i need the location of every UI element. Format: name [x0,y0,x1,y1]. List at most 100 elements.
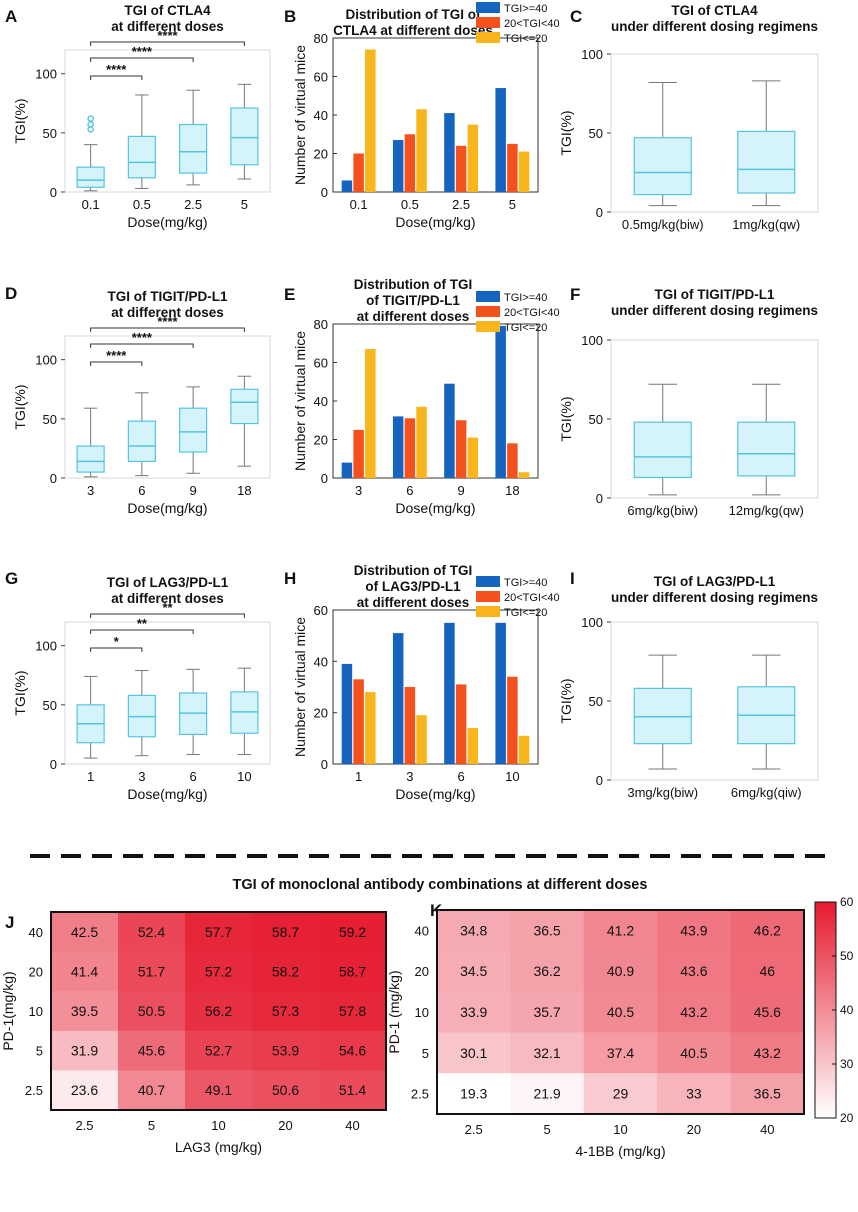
heat-cell-value: 43.2 [754,1045,781,1061]
heat-cell [730,1032,805,1074]
x-axis-label-J: LAG3 (mg/kg) [175,1139,262,1155]
bar-9-TGI<=20 [467,437,479,478]
y-axis-label-D: TGI(%) [12,384,28,429]
panel-title-D: at different doses [111,305,224,320]
y-axis-label-I: TGI(%) [558,678,574,723]
x-tick-label: 6mg/kg(biw) [627,503,698,518]
panel-label-J: J [5,913,14,932]
panel-title-G: TGI of LAG3/PD-L1 [107,575,229,590]
heat-cell-value: 43.9 [680,922,707,938]
legend-swatch [476,17,500,28]
x-tick-label: 2.5 [452,197,470,212]
heat-cell [252,912,320,953]
significance-label: * [114,634,120,649]
significance-bracket [90,41,245,46]
panel-title-C: under different dosing regimens [611,19,818,34]
heat-cell-value: 57.3 [272,1003,299,1019]
y-axis-label-E: Number of virtual mice [292,331,308,471]
y-tick-label: 0 [50,185,57,200]
y-tick-label: 0 [321,185,328,200]
y-tick-label: 20 [314,706,328,721]
y-tick-label: 50 [589,694,603,709]
panel-label-D: D [5,284,17,303]
x-tick-label: 0.5 [401,197,419,212]
heat-cell [437,991,511,1033]
heat-cell-value: 42.5 [71,924,98,940]
heatmap-frame-K [436,909,805,1115]
heat-cell-value: 43.2 [680,1004,707,1020]
x-axis-label-A: Dose(mg/kg) [127,214,207,230]
bar-3-TGI>=40 [341,462,353,478]
bar-6-20<TGI<40 [404,418,416,478]
heat-cell-value: 50.5 [138,1003,165,1019]
heat-cell [730,1073,805,1115]
significance-bracket [90,327,245,332]
heat-cell [510,910,585,952]
heat-cell-value: 57.7 [205,924,232,940]
x-tick-label: 1mg/kg(qw) [732,217,800,232]
x-tick-label: 9 [458,483,465,498]
heat-cell-value: 41.4 [71,963,98,979]
y-tick-label: 5 [36,1044,43,1059]
x-tick-label: 40 [760,1122,774,1137]
legend-swatch [476,591,500,602]
significance-bracket [90,629,194,634]
outlier-point [87,115,94,122]
heat-cell [118,1030,186,1071]
x-tick-label: 0.1 [350,197,368,212]
heat-cell-value: 33 [686,1086,702,1102]
y-tick-label: 80 [314,31,328,46]
heat-cell-value: 19.3 [460,1086,487,1102]
colorbar-tick-label: 40 [840,1003,854,1017]
heat-cell-value: 52.7 [205,1043,232,1059]
panel-title-A: at different doses [111,19,224,34]
legend-label: TGI>=40 [504,292,547,304]
legend-swatch [476,321,500,332]
heat-cell-value: 54.6 [339,1043,366,1059]
y-tick-label: 60 [314,356,328,371]
heat-cell-value: 21.9 [533,1086,560,1102]
significance-label: **** [157,314,178,329]
x-tick-label: 5 [509,197,516,212]
heat-cell-value: 34.8 [460,922,487,938]
box-3 [76,445,105,473]
bar-3-20<TGI<40 [353,429,364,478]
x-tick-label: 0.1 [82,197,100,212]
heat-cell [510,991,585,1033]
panel-title-H: of LAG3/PD-L1 [365,579,461,594]
significance-bracket [90,361,143,366]
x-tick-label: 3 [87,483,94,498]
x-tick-label: 18 [237,483,251,498]
x-axis-label-H: Dose(mg/kg) [395,786,475,802]
bar-2.5-20<TGI<40 [455,145,467,192]
legend-label: 20<TGI<40 [504,592,560,604]
bar-2.5-TGI>=40 [444,113,455,192]
heat-cell-value: 58.7 [272,924,299,940]
x-tick-label: 20 [278,1118,292,1133]
box-1mg/kg(qw) [737,130,796,194]
y-axis-label-F: TGI(%) [558,396,574,441]
x-tick-label: 6mg/kg(qiw) [731,785,802,800]
legend-label: 20<TGI<40 [504,307,560,319]
heat-cell-value: 51.7 [138,963,165,979]
significance-bracket [90,57,194,62]
heat-cell [437,910,511,952]
x-axis-label-K: 4-1BB (mg/kg) [575,1143,665,1159]
bar-9-20<TGI<40 [455,420,467,478]
heat-cell [319,1030,387,1071]
significance-bracket [90,75,143,80]
heat-cell-value: 40.9 [607,963,634,979]
heat-cell [252,1030,320,1071]
plot-area-A [64,49,271,193]
panel-title-E: at different doses [357,309,470,324]
heat-cell-value: 49.1 [205,1082,232,1098]
box-9 [179,407,208,453]
x-tick-label: 3 [355,483,362,498]
heat-cell [437,1073,511,1115]
colorbar-tick-label: 20 [840,1111,854,1125]
x-tick-label: 10 [237,769,251,784]
panel-title-C: TGI of CTLA4 [671,3,758,18]
heat-cell [118,1070,186,1111]
panel-title-F: under different dosing regimens [611,303,818,318]
